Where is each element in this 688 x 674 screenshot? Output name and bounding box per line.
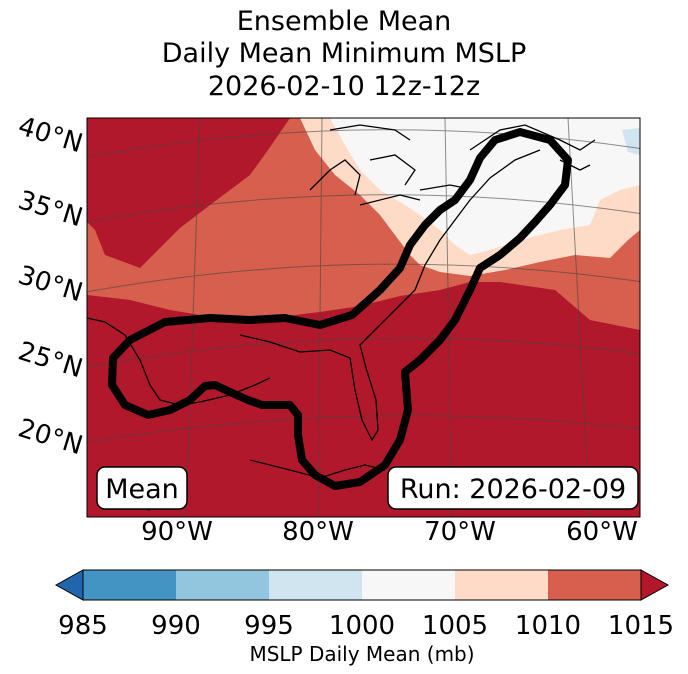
lon-label-70: 70°W xyxy=(424,517,496,547)
run-label-box xyxy=(387,466,639,510)
coast-yucatan xyxy=(199,377,271,403)
graticule-lat-25 xyxy=(87,337,640,368)
colorbar-extend-low xyxy=(54,569,84,601)
lon-label-90: 90°W xyxy=(141,517,213,547)
lon-label-80: 80°W xyxy=(282,517,354,547)
lon-label-60: 60°W xyxy=(566,517,638,547)
graticule-lon-70 xyxy=(444,118,453,517)
mean-label: Mean xyxy=(105,474,179,505)
graticule-lat-35 xyxy=(87,194,640,223)
run-label: Run: 2026-02-09 xyxy=(400,474,626,505)
colorbar-tick-1010: 1010 xyxy=(515,611,581,641)
colorbar-bin-995-1000 xyxy=(269,570,362,600)
coast-lake-superior xyxy=(329,124,411,141)
coast-lake-michigan xyxy=(309,159,361,196)
coast-us-east xyxy=(239,149,541,442)
lat-label-20: 20°N xyxy=(15,413,86,461)
title-line-2: Daily Mean Minimum MSLP xyxy=(161,38,527,69)
lat-label-25: 25°N xyxy=(15,336,86,384)
map-frame xyxy=(86,117,641,518)
title-line-3: 2026-02-10 12z-12z xyxy=(207,71,481,102)
coast-lake-erie xyxy=(359,194,421,206)
colorbar-frame xyxy=(82,569,642,601)
graticule-lon-60 xyxy=(567,118,591,517)
colorbar-bin-1010-1015 xyxy=(548,570,641,600)
colorbar-bin-985-990 xyxy=(83,570,176,600)
colorbar-tick-1005: 1005 xyxy=(422,611,488,641)
graticule-lat-20 xyxy=(87,415,640,443)
coast-canada-east xyxy=(469,124,596,151)
lat-label-35: 35°N xyxy=(15,185,86,233)
pressure-field xyxy=(87,118,640,517)
graticule-lat-30 xyxy=(87,263,640,293)
title-line-1: Ensemble Mean xyxy=(236,6,452,37)
lat-label-40: 40°N xyxy=(15,111,86,159)
colorbar-label: MSLP Daily Mean (mb) xyxy=(249,642,474,666)
colorbar-tick-995: 995 xyxy=(244,611,294,641)
colorbar-tick-985: 985 xyxy=(58,611,108,641)
coast-cuba xyxy=(249,459,386,479)
colorbar-bin-990-995 xyxy=(176,570,269,600)
colorbar xyxy=(54,569,670,601)
contour-outline xyxy=(108,128,572,490)
colorbar-tick-1000: 1000 xyxy=(329,611,395,641)
mean-label-box xyxy=(96,466,188,510)
lat-label-30: 30°N xyxy=(15,260,86,308)
graticule-lon-80 xyxy=(317,118,323,517)
colorbar-bin-1005-1010 xyxy=(455,570,548,600)
colorbar-tick-1015: 1015 xyxy=(608,611,674,641)
colorbar-bin-1000-1005 xyxy=(362,570,455,600)
colorbar-tick-990: 990 xyxy=(151,611,201,641)
field-lobe-1015-nw xyxy=(87,118,290,268)
coast-lake-huron xyxy=(369,154,416,186)
colorbar-extend-high xyxy=(640,569,670,601)
